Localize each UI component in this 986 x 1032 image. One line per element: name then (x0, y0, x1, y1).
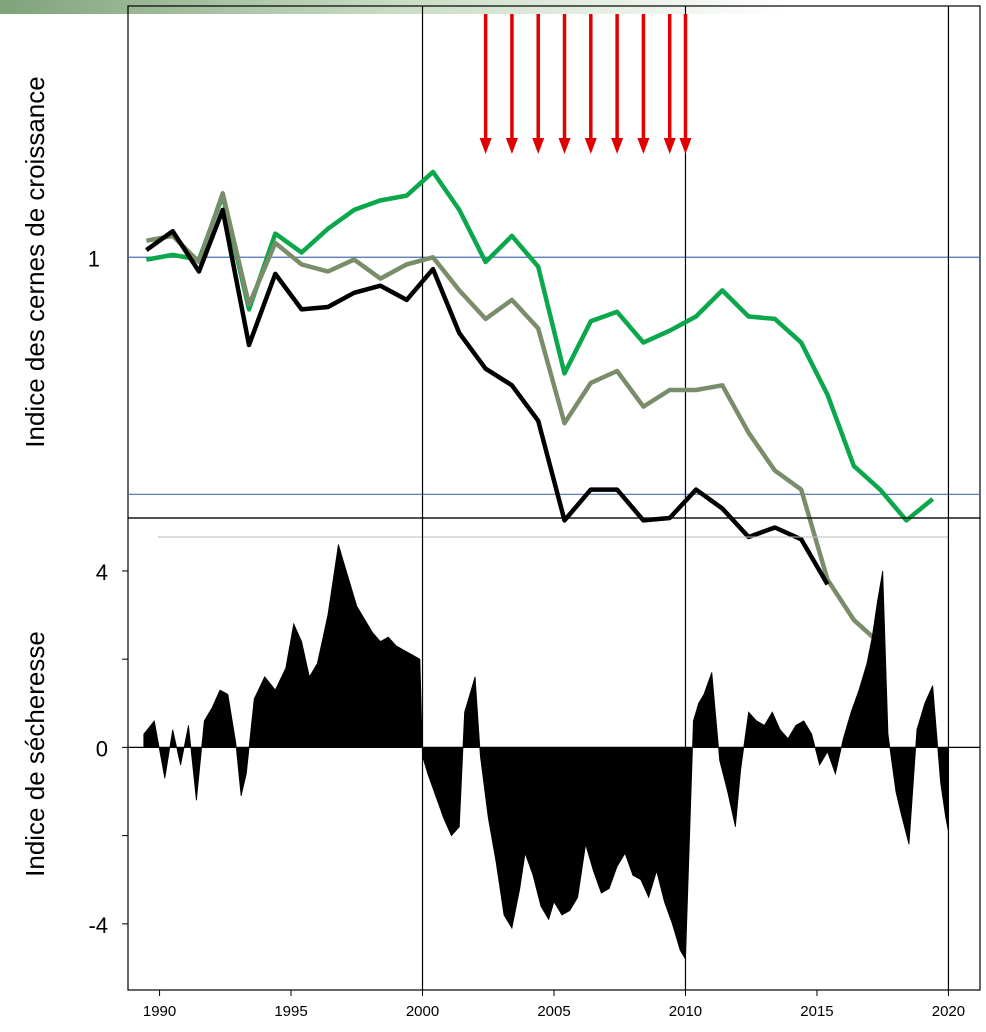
drought-arrow-4 (584, 14, 597, 154)
drought-arrow-head (679, 138, 692, 154)
bottom-y-tick-label: 4 (96, 560, 108, 585)
series-line-1 (145, 191, 882, 646)
x-tick-label: 2000 (406, 1003, 439, 1020)
top-panel-frame (127, 5, 981, 519)
bottom-y-axis-label: Indice de sécheresse (20, 631, 50, 877)
x-tick-label: 2020 (932, 1003, 965, 1020)
series-line-0 (146, 169, 935, 523)
series-line-2 (145, 207, 830, 586)
drought-arrow-3 (558, 14, 571, 154)
bottom-y-tick-label: 0 (96, 736, 108, 761)
drought-arrow-head (584, 138, 597, 154)
top-y-tick-label: 1 (88, 246, 100, 271)
drought-index-area (143, 544, 949, 961)
drought-arrow-head (505, 138, 518, 154)
top-panel-growth-index: Indice des cernes de croissance 1 (20, 5, 981, 646)
drought-arrow-head (611, 138, 624, 154)
drought-arrow-2 (532, 14, 545, 154)
drought-arrow-head (637, 138, 650, 154)
bottom-y-tick-label: -4 (88, 913, 108, 938)
x-tick-label: 2010 (669, 1003, 702, 1020)
drought-arrow-1 (505, 14, 518, 154)
drought-arrow-6 (637, 14, 650, 154)
x-tick-label: 1995 (274, 1003, 307, 1020)
drought-arrow-7 (663, 14, 676, 154)
window-frame-bar (0, 0, 986, 14)
drought-arrow-5 (611, 14, 624, 154)
x-tick-label: 1990 (143, 1003, 176, 1020)
drought-arrow-8 (679, 14, 692, 154)
drought-arrow-head (663, 138, 676, 154)
drought-arrow-0 (479, 14, 492, 154)
drought-arrow-head (558, 138, 571, 154)
x-tick-label: 2015 (800, 1003, 833, 1020)
top-y-axis-label: Indice des cernes de croissance (20, 76, 50, 447)
x-tick-label: 2005 (537, 1003, 570, 1020)
drought-arrow-head (532, 138, 545, 154)
drought-arrow-head (479, 138, 492, 154)
bottom-panel-drought-index: Indice de sécheresse 4 0 -4 1990 1995 2000 200… (20, 517, 981, 1020)
